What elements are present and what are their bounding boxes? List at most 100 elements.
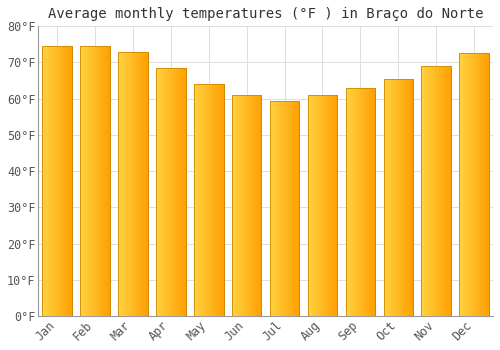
Bar [251,95,252,316]
Bar [118,52,120,316]
Bar [346,88,375,316]
Bar [391,79,392,316]
Bar [236,95,238,316]
Bar [66,46,68,316]
Bar [248,95,250,316]
Bar [138,52,139,316]
Bar [44,46,46,316]
Bar [250,95,251,316]
Bar [156,68,158,316]
Bar [332,95,333,316]
Bar [145,52,146,316]
Bar [422,66,451,316]
Bar [48,46,50,316]
Bar [336,95,338,316]
Bar [70,46,72,316]
Bar [429,66,430,316]
Bar [242,95,244,316]
Bar [245,95,246,316]
Bar [197,84,198,316]
Bar [102,46,104,316]
Bar [397,79,398,316]
Bar [258,95,260,316]
Bar [194,84,224,316]
Bar [484,54,486,316]
Bar [446,66,448,316]
Bar [316,95,318,316]
Bar [278,100,280,316]
Bar [146,52,148,316]
Bar [312,95,314,316]
Bar [42,46,72,316]
Bar [404,79,406,316]
Bar [292,100,294,316]
Bar [54,46,56,316]
Bar [208,84,209,316]
Bar [140,52,142,316]
Bar [358,88,359,316]
Bar [176,68,177,316]
Bar [178,68,180,316]
Bar [272,100,273,316]
Bar [171,68,172,316]
Bar [322,95,324,316]
Bar [216,84,218,316]
Bar [350,88,352,316]
Bar [398,79,400,316]
Bar [180,68,181,316]
Bar [127,52,128,316]
Bar [296,100,298,316]
Bar [80,46,110,316]
Bar [360,88,362,316]
Bar [156,68,186,316]
Bar [282,100,283,316]
Bar [64,46,66,316]
Bar [289,100,290,316]
Bar [354,88,356,316]
Bar [392,79,394,316]
Bar [170,68,171,316]
Bar [430,66,432,316]
Bar [324,95,326,316]
Bar [274,100,276,316]
Bar [182,68,184,316]
Bar [270,100,300,316]
Bar [62,46,63,316]
Bar [174,68,176,316]
Bar [164,68,165,316]
Bar [284,100,286,316]
Bar [407,79,408,316]
Bar [308,95,309,316]
Bar [408,79,410,316]
Bar [388,79,390,316]
Bar [63,46,64,316]
Bar [108,46,110,316]
Bar [101,46,102,316]
Bar [124,52,126,316]
Bar [84,46,86,316]
Bar [410,79,412,316]
Bar [448,66,450,316]
Bar [122,52,124,316]
Bar [362,88,364,316]
Bar [234,95,235,316]
Bar [68,46,69,316]
Bar [277,100,278,316]
Bar [346,88,375,316]
Bar [214,84,216,316]
Bar [107,46,108,316]
Bar [290,100,292,316]
Bar [428,66,429,316]
Bar [480,54,482,316]
Bar [283,100,284,316]
Bar [270,100,272,316]
Bar [464,54,465,316]
Bar [384,79,413,316]
Title: Average monthly temperatures (°F ) in Braço do Norte: Average monthly temperatures (°F ) in Br… [48,7,484,21]
Bar [220,84,222,316]
Bar [158,68,159,316]
Bar [241,95,242,316]
Bar [60,46,62,316]
Bar [422,66,423,316]
Bar [198,84,200,316]
